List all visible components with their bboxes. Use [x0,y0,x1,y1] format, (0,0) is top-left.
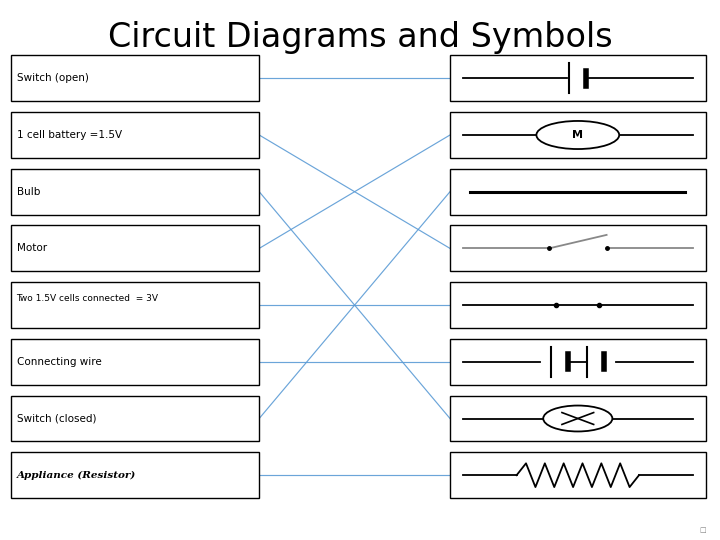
Text: Circuit Diagrams and Symbols: Circuit Diagrams and Symbols [108,21,612,55]
Text: Bulb: Bulb [17,187,40,197]
Ellipse shape [544,406,612,431]
Bar [450,453,706,498]
Text: Motor: Motor [17,244,47,253]
Text: M: M [572,130,583,140]
Text: Switch (closed): Switch (closed) [17,414,96,423]
Text: 1 cell battery =1.5V: 1 cell battery =1.5V [17,130,122,140]
Text: Connecting wire: Connecting wire [17,357,102,367]
Text: □: □ [699,528,706,534]
Bar [450,282,706,328]
Text: Appliance (Resistor): Appliance (Resistor) [17,471,136,480]
Bar [11,168,259,214]
Ellipse shape [536,121,619,149]
Bar [450,56,706,102]
Bar [11,112,259,158]
Text: Two 1.5V cells connected  = 3V: Two 1.5V cells connected = 3V [17,294,158,303]
Bar [11,282,259,328]
Bar [450,112,706,158]
Bar [450,168,706,214]
Bar [11,395,259,442]
Bar [11,226,259,271]
Bar [11,339,259,384]
Text: Switch (open): Switch (open) [17,73,89,83]
Bar [11,453,259,498]
Bar [11,56,259,102]
Bar [450,226,706,271]
Bar [450,339,706,384]
Bar [450,395,706,442]
